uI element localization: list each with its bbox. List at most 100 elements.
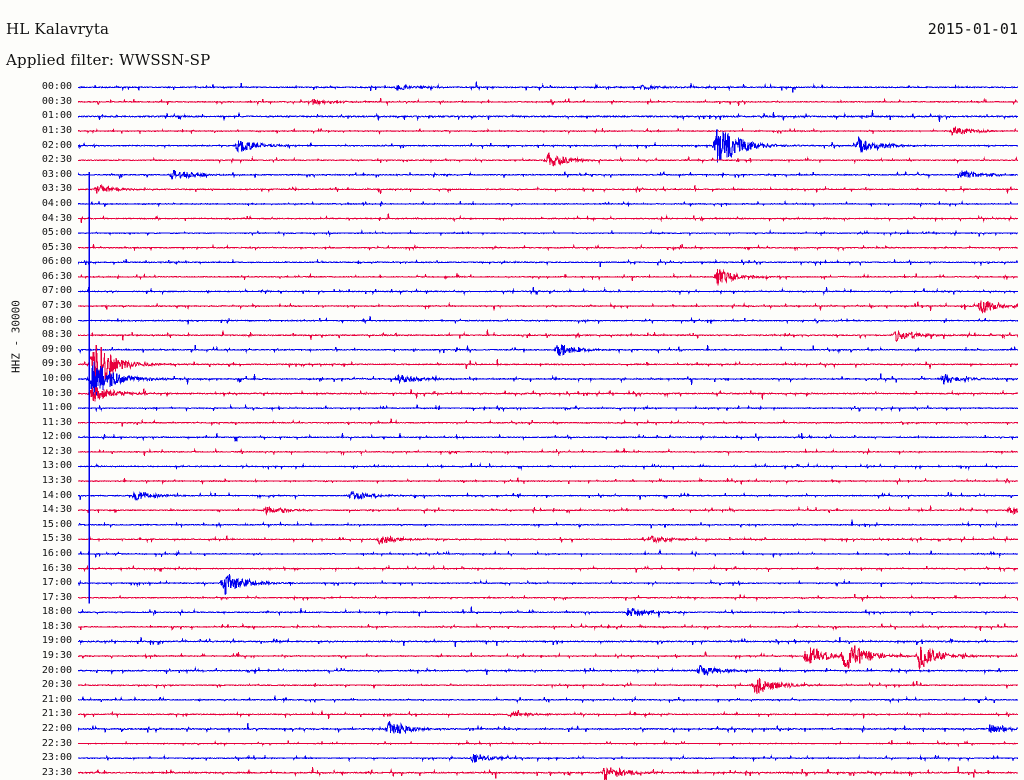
- trace-row: [78, 129, 1018, 163]
- trace-row: [78, 432, 1018, 442]
- time-tick-label: 02:30: [41, 154, 72, 166]
- time-tick-label: 09:30: [41, 358, 72, 370]
- trace-row: [78, 535, 1018, 545]
- time-tick-label: 05:00: [41, 227, 72, 239]
- trace-row: [78, 645, 1018, 670]
- trace-row: [78, 169, 1018, 180]
- trace-row: [78, 636, 1018, 648]
- time-tick-label: 01:30: [41, 125, 72, 137]
- trace-row: [78, 549, 1018, 558]
- trace-row: [78, 97, 1018, 107]
- trace-row: [78, 344, 1018, 388]
- time-tick-label: 13:30: [41, 475, 72, 487]
- trace-row: [78, 418, 1018, 427]
- trace-row: [78, 258, 1018, 267]
- trace-row: [78, 200, 1018, 209]
- trace-row: [78, 766, 1018, 780]
- time-tick-label: 16:30: [41, 562, 72, 574]
- trace-row: [78, 361, 1018, 396]
- time-tick-label: 07:00: [41, 285, 72, 297]
- time-tick-label: 22:30: [41, 737, 72, 749]
- trace-row: [78, 152, 1018, 168]
- trace-row: [78, 447, 1018, 457]
- time-tick-label: 12:00: [41, 431, 72, 443]
- trace-row: [78, 462, 1018, 471]
- time-tick-label: 06:00: [41, 256, 72, 268]
- time-tick-label: 08:00: [41, 314, 72, 326]
- time-tick-label: 19:00: [41, 635, 72, 647]
- time-tick-label: 23:00: [41, 752, 72, 764]
- trace-row: [78, 721, 1018, 735]
- time-tick-label: 01:00: [41, 110, 72, 122]
- trace-row: [78, 300, 1018, 315]
- trace-row: [78, 184, 1018, 195]
- time-axis-ticks: 00:00 00:30 01:00 01:30 02:00 02:30 03:00 03:30…: [24, 80, 72, 780]
- trace-row: [78, 213, 1018, 223]
- trace-row: [78, 125, 1018, 136]
- time-tick-label: 20:00: [41, 664, 72, 676]
- time-tick-label: 21:30: [41, 708, 72, 720]
- time-tick-label: 12:30: [41, 445, 72, 457]
- trace-row: [78, 316, 1018, 325]
- time-tick-label: 20:30: [41, 679, 72, 691]
- trace-row: [78, 403, 1018, 413]
- trace-row: [78, 287, 1018, 296]
- trace-row: [78, 269, 1018, 286]
- time-tick-label: 15:30: [41, 533, 72, 545]
- trace-row: [78, 519, 1018, 529]
- trace-row: [78, 505, 1018, 516]
- time-tick-label: 14:00: [41, 489, 72, 501]
- time-tick-label: 10:00: [41, 372, 72, 384]
- time-tick-label: 23:30: [41, 766, 72, 778]
- time-tick-label: 03:30: [41, 183, 72, 195]
- seismic-traces: [78, 80, 1018, 780]
- trace-row: [78, 81, 1018, 93]
- trace-row: [78, 664, 1018, 677]
- time-tick-label: 10:30: [41, 387, 72, 399]
- trace-row: [78, 490, 1018, 501]
- trace-row: [78, 606, 1018, 618]
- trace-row: [78, 709, 1018, 719]
- trace-row: [78, 329, 1018, 343]
- time-tick-label: 02:00: [41, 139, 72, 151]
- time-tick-label: 17:00: [41, 577, 72, 589]
- plot-area: 00:00 00:30 01:00 01:30 02:00 02:30 03:00 03:30…: [0, 80, 1024, 780]
- time-tick-label: 07:30: [41, 300, 72, 312]
- trace-row: [78, 477, 1018, 486]
- trace-row: [78, 344, 1018, 356]
- date-label: 2015-01-01: [927, 20, 1018, 38]
- time-tick-label: 15:00: [41, 518, 72, 530]
- time-tick-label: 22:00: [41, 722, 72, 734]
- time-tick-label: 00:30: [41, 95, 72, 107]
- time-tick-label: 04:00: [41, 197, 72, 209]
- trace-row: [78, 677, 1018, 694]
- time-tick-label: 05:30: [41, 241, 72, 253]
- trace-row: [78, 564, 1018, 573]
- trace-row: [78, 574, 1018, 596]
- time-tick-label: 21:00: [41, 693, 72, 705]
- trace-row: [78, 386, 1018, 402]
- trace-row: [78, 243, 1018, 252]
- time-tick-label: 08:30: [41, 329, 72, 341]
- time-tick-label: 03:00: [41, 168, 72, 180]
- time-tick-label: 18:00: [41, 606, 72, 618]
- trace-row: [78, 110, 1018, 123]
- trace-row: [78, 622, 1018, 631]
- time-tick-label: 11:30: [41, 416, 72, 428]
- time-tick-label: 11:00: [41, 402, 72, 414]
- time-tick-label: 06:30: [41, 270, 72, 282]
- time-tick-label: 14:30: [41, 504, 72, 516]
- trace-row: [78, 695, 1018, 704]
- page-title: HL Kalavryta: [6, 20, 110, 38]
- time-tick-label: 16:00: [41, 547, 72, 559]
- trace-row: [78, 593, 1018, 602]
- trace-row: [78, 229, 1018, 237]
- time-tick-label: 09:00: [41, 343, 72, 355]
- time-tick-label: 17:30: [41, 591, 72, 603]
- trace-canvas: [78, 81, 1018, 780]
- time-tick-label: 19:30: [41, 650, 72, 662]
- time-tick-label: 00:00: [41, 81, 72, 93]
- applied-filter-label: Applied filter: WWSSN-SP: [6, 51, 211, 69]
- time-tick-label: 18:30: [41, 620, 72, 632]
